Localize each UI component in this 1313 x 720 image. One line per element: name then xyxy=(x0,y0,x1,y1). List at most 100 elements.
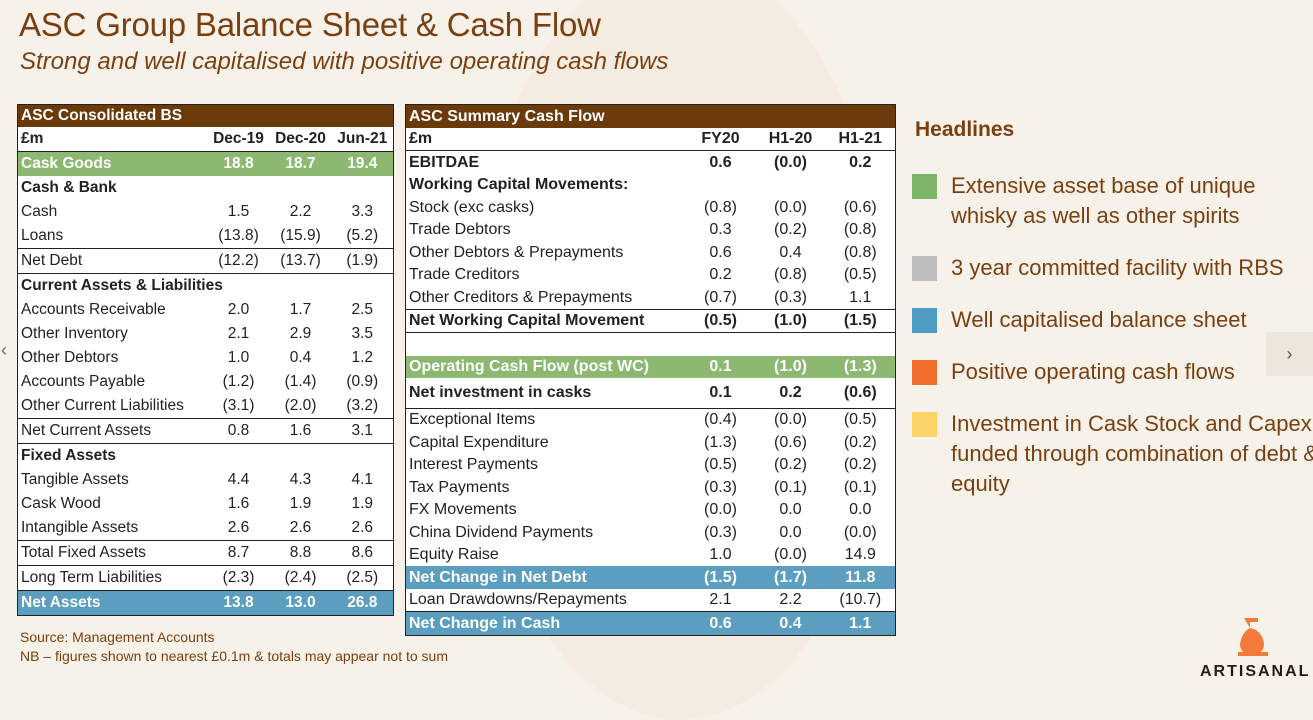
row-label: FX Movements xyxy=(409,501,517,519)
row-value: (0.8) xyxy=(843,243,877,261)
row-cask-wood: Cask Wood 1.6 1.9 1.9 xyxy=(18,492,394,516)
cash-flow-table: ASC Summary Cash Flow £m FY20 H1-20 H1-2… xyxy=(405,104,897,636)
row-value: 2.1 xyxy=(685,588,756,612)
still-logo-icon xyxy=(1238,618,1268,656)
artisanal-logo-text: ARTISANAL xyxy=(1200,663,1311,680)
row-label: Long Term Liabilities xyxy=(17,565,208,591)
row-label: Accounts Payable xyxy=(21,373,146,390)
row-value: 0.6 xyxy=(709,153,732,171)
table-title: ASC Consolidated BS xyxy=(17,104,394,127)
headline-text: 3 year committed facility with RBS xyxy=(951,255,1284,280)
row-value: (2.0) xyxy=(269,394,332,419)
row-value: (0.2) xyxy=(774,221,807,239)
row-value: (0.8) xyxy=(774,266,807,284)
row-value: (5.2) xyxy=(331,224,394,249)
rounding-note: NB – figures shown to nearest £0.1m & to… xyxy=(20,648,448,664)
row-value: (0.9) xyxy=(346,373,379,390)
row-value: 1.2 xyxy=(351,349,374,366)
row-value: 0.4 xyxy=(779,243,802,261)
row-value: 2.5 xyxy=(351,301,374,318)
row-fx-movements: FX Movements (0.0) 0.0 0.0 xyxy=(406,499,896,522)
row-label: Loans xyxy=(17,224,208,249)
row-label: Other Current Liabilities xyxy=(17,394,208,419)
row-value: (0.2) xyxy=(774,456,807,474)
section-label: Current Assets & Liabilities xyxy=(21,277,223,294)
row-value: 1.1 xyxy=(825,611,896,635)
row-net-working-capital: Net Working Capital Movement (0.5) (1.0)… xyxy=(405,309,896,333)
row-value: (2.4) xyxy=(269,565,332,591)
row-label: Tax Payments xyxy=(409,478,510,496)
row-long-term-liabilities: Long Term Liabilities (2.3) (2.4) (2.5) xyxy=(17,565,394,591)
column-header: H1-21 xyxy=(825,127,896,151)
balance-sheet-table: ASC Consolidated BS £m Dec-19 Dec-20 Jun… xyxy=(17,104,395,616)
column-header-row: £m FY20 H1-20 H1-21 xyxy=(405,127,896,151)
row-value: 14.9 xyxy=(844,546,876,564)
row-label: Tangible Assets xyxy=(21,471,129,488)
row-value: 19.4 xyxy=(331,151,394,176)
row-value: (1.5) xyxy=(825,309,896,333)
row-loan-drawdowns: Loan Drawdowns/Repayments 2.1 2.2 (10.7) xyxy=(405,588,896,612)
row-value: (0.7) xyxy=(685,286,756,310)
row-equity-raise: Equity Raise 1.0 (0.0) 14.9 xyxy=(406,544,896,567)
column-header: FY20 xyxy=(685,127,756,151)
row-label: Net Debt xyxy=(17,248,208,274)
row-value: 1.0 xyxy=(227,349,250,366)
row-value: 11.8 xyxy=(825,566,896,589)
headline-color-square xyxy=(912,412,937,437)
row-label: Net Assets xyxy=(17,590,208,616)
row-label: Equity Raise xyxy=(409,546,499,564)
row-value: (0.0) xyxy=(774,153,807,171)
row-other-creditors-prepayments: Other Creditors & Prepayments (0.7) (0.3… xyxy=(405,286,896,310)
row-value: (1.0) xyxy=(755,355,826,378)
row-value: (0.5) xyxy=(685,309,756,333)
row-loans: Loans (13.8) (15.9) (5.2) xyxy=(17,224,394,249)
row-value: (2.5) xyxy=(331,565,394,591)
column-header-row: £m Dec-19 Dec-20 Jun-21 xyxy=(17,127,394,152)
row-value: 0.2 xyxy=(849,153,872,171)
headline-text: Positive operating cash flows xyxy=(951,359,1235,384)
row-value: 2.6 xyxy=(331,516,394,541)
row-value: (15.9) xyxy=(269,224,332,249)
row-value: 4.3 xyxy=(289,471,312,488)
row-value: 0.8 xyxy=(207,418,270,444)
source-note: Source: Management Accounts xyxy=(20,629,215,645)
units-label: £m xyxy=(17,127,208,152)
row-value: (3.2) xyxy=(331,394,394,419)
row-label: Net Working Capital Movement xyxy=(405,309,686,333)
row-exceptional-items: Exceptional Items (0.4) (0.0) (0.5) xyxy=(406,408,896,431)
prev-slide-button[interactable]: ‹ xyxy=(1,340,7,360)
row-interest-payments: Interest Payments (0.5) (0.2) (0.2) xyxy=(406,454,896,477)
row-cask-goods: Cask Goods 18.8 18.7 19.4 xyxy=(17,151,394,176)
row-value: 1.0 xyxy=(709,546,732,564)
row-value: (1.3) xyxy=(704,433,737,451)
row-accounts-payable: Accounts Payable (1.2) (1.4) (0.9) xyxy=(18,370,394,394)
row-value: (1.4) xyxy=(284,373,317,390)
row-value: 0.2 xyxy=(709,266,732,284)
row-value: (0.1) xyxy=(843,478,877,496)
row-label: Cash xyxy=(21,203,58,220)
row-label: Other Inventory xyxy=(21,325,128,342)
page-subtitle: Strong and well capitalised with positiv… xyxy=(20,48,669,75)
row-net-change-net-debt: Net Change in Net Debt (1.5) (1.7) 11.8 xyxy=(405,566,896,589)
row-capital-expenditure: Capital Expenditure (1.3) (0.6) (0.2) xyxy=(406,431,896,454)
row-label: Other Debtors & Prepayments xyxy=(409,243,624,261)
row-value: 0.6 xyxy=(685,611,756,635)
row-tangible-assets: Tangible Assets 4.4 4.3 4.1 xyxy=(18,468,394,492)
next-slide-button[interactable]: › xyxy=(1266,332,1313,376)
row-ebitdae: EBITDAE 0.6 (0.0) 0.2 xyxy=(406,151,896,174)
row-value: 3.3 xyxy=(351,203,374,220)
row-value: 8.6 xyxy=(331,540,394,566)
section-fixed: Fixed Assets xyxy=(18,444,394,469)
row-label: Net Change in Cash xyxy=(405,611,686,635)
row-value: 2.6 xyxy=(269,516,332,541)
footer-notes: Source: Management Accounts NB – figures… xyxy=(20,628,448,666)
row-label: EBITDAE xyxy=(409,153,480,171)
row-net-investment-casks: Net investment in casks 0.1 0.2 (0.6) xyxy=(405,378,896,409)
row-value: (1.5) xyxy=(685,566,756,589)
row-value: 2.9 xyxy=(289,325,312,342)
row-value: (0.0) xyxy=(774,198,807,216)
row-value: 1.5 xyxy=(227,203,250,220)
row-label: Trade Creditors xyxy=(409,266,520,284)
row-label: Intangible Assets xyxy=(17,516,208,541)
row-value: 1.6 xyxy=(227,495,250,512)
